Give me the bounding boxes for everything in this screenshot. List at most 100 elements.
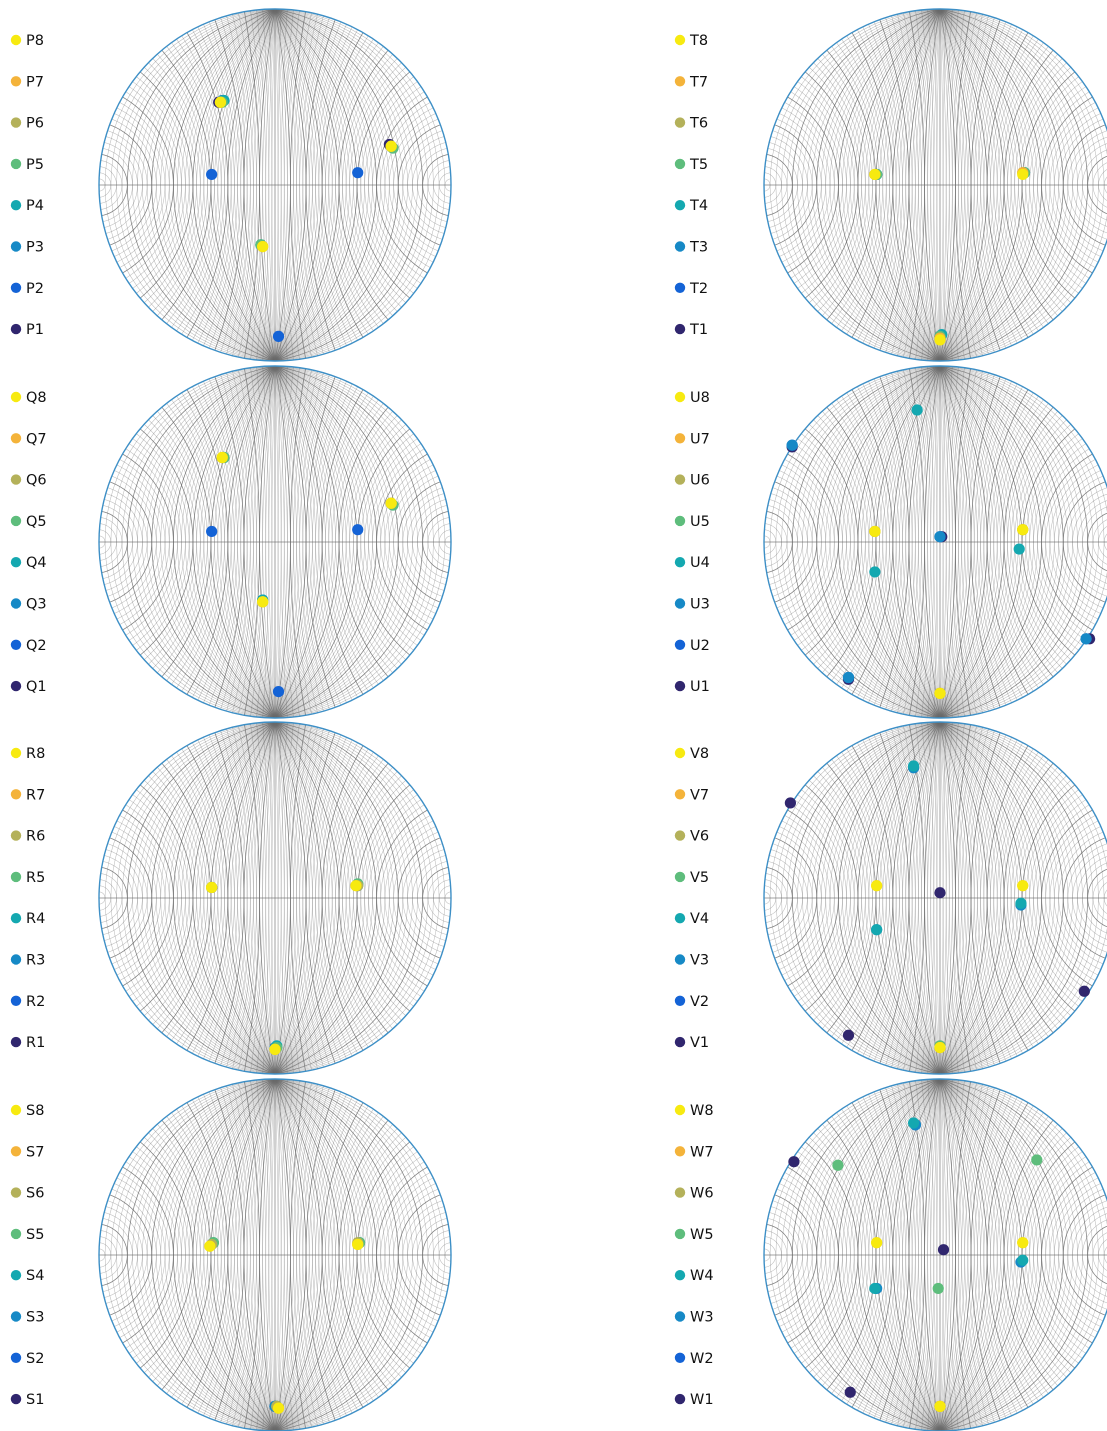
legend-label: V6 [690,829,709,845]
data-point-v1 [934,887,946,899]
legend-label: Q2 [26,638,47,654]
legend-item-w3: W3 [674,1310,714,1326]
legend-label: W3 [690,1310,714,1326]
data-point-v1 [842,1029,855,1041]
data-point-v1 [784,797,797,809]
legend-label: T8 [689,33,708,49]
legend-marker [10,954,22,965]
legend-marker [674,1393,686,1405]
primitive-circle [763,721,1107,1075]
data-point-v8 [934,1042,946,1054]
legend-item-p2: P2 [10,281,44,297]
stereonet-grid [99,9,451,361]
legend-item-p5: P5 [10,157,44,173]
legend-item-u8: U8 [674,390,710,406]
data-points [206,451,399,698]
legend-marker [674,557,686,568]
legend-marker [674,1352,686,1364]
legend-label: V8 [690,746,709,762]
data-point-w4 [869,1282,881,1295]
legend-label: R7 [26,787,45,803]
legend-item-s2: S2 [10,1351,44,1367]
legend-item-w4: W4 [674,1268,714,1284]
data-points [204,1237,366,1414]
legend-label: U2 [690,638,710,654]
stereonet-panel-6: V8 V7 V6 V5 V4 V3 V2 V1 [674,721,1107,1075]
legend-label: T3 [689,240,708,256]
data-point-v4 [871,924,883,936]
legend-item-s6: S6 [10,1186,44,1202]
data-point-u3 [934,531,946,543]
stereonet-grid [99,366,451,718]
legend-label: W2 [690,1351,714,1367]
stereonet-panel-8: W8 W7 W6 W5 W4 W3 W2 W1 [674,1078,1107,1431]
legend-label: T4 [689,198,708,214]
legend-label: Q6 [26,473,47,489]
legend-item-t4: T4 [674,198,708,214]
stereonet-grid [764,9,1107,361]
legend-item-t7: T7 [674,74,708,90]
legend-marker [674,1187,686,1198]
legend-label: U4 [690,555,710,571]
data-point-q8 [216,451,228,464]
legend-label: Q5 [26,514,47,530]
legend-marker [674,200,686,211]
legend-item-p8: P8 [10,33,44,49]
legend-marker [674,76,686,87]
legend-label: P8 [26,33,44,49]
legend-marker [674,1270,686,1281]
legend-label: Q4 [26,555,47,571]
legend-item-q8: Q8 [10,390,47,406]
legend-marker [674,995,686,1006]
legend-marker [10,76,22,87]
data-point-u3 [786,439,798,451]
legend-item-s3: S3 [10,1310,44,1326]
primitive-circle [98,365,452,719]
data-point-t8 [869,168,881,181]
data-point-w8 [934,1400,946,1412]
legend-label: S1 [26,1392,44,1408]
data-points [788,1117,1043,1412]
legend-marker [674,515,686,527]
data-point-s8 [352,1238,364,1251]
legend-marker [674,34,686,46]
legend-marker [674,282,686,293]
legend-item-t1: T1 [674,322,708,338]
legend-label: R5 [26,870,45,886]
data-point-u3 [842,671,855,684]
legend-item-v1: V1 [674,1035,709,1051]
legend-label: R6 [26,829,45,845]
stereonet-panel-1: P8 P7 P6 P5 P4 P3 P2 P1 [10,8,452,362]
legend-item-w2: W2 [674,1351,714,1367]
legend: S8 S7 S6 S5 S4 S3 S2 S1 [10,1103,44,1408]
legend-label: Q7 [26,431,47,447]
legend-item-v7: V7 [674,787,709,803]
primitive-circle [98,8,452,362]
data-point-u4 [1013,543,1025,555]
data-point-r8 [350,880,362,892]
data-point-w8 [871,1237,883,1249]
legend-label: S7 [26,1144,44,1160]
legend-marker [674,598,686,609]
legend-label: R8 [26,746,45,762]
data-point-q8 [257,596,269,608]
legend-marker [674,747,686,759]
legend-marker [674,158,686,170]
data-point-u8 [869,525,881,538]
primitive-circle [98,1078,452,1431]
legend-marker [10,598,22,609]
legend-marker [10,1352,22,1364]
data-point-w4 [908,1117,920,1129]
legend-item-u7: U7 [674,431,710,447]
data-points [869,167,1031,346]
legend-label: P5 [26,157,44,173]
legend-item-v6: V6 [674,829,709,845]
stereonet-grid [764,722,1107,1074]
legend-marker [10,515,22,527]
legend-label: U8 [690,390,710,406]
legend-marker [10,391,22,403]
legend-marker [10,158,22,170]
primitive-circle [763,8,1107,362]
legend: Q8 Q7 Q6 Q5 Q4 Q3 Q2 Q1 [10,390,47,695]
data-points [786,404,1096,699]
